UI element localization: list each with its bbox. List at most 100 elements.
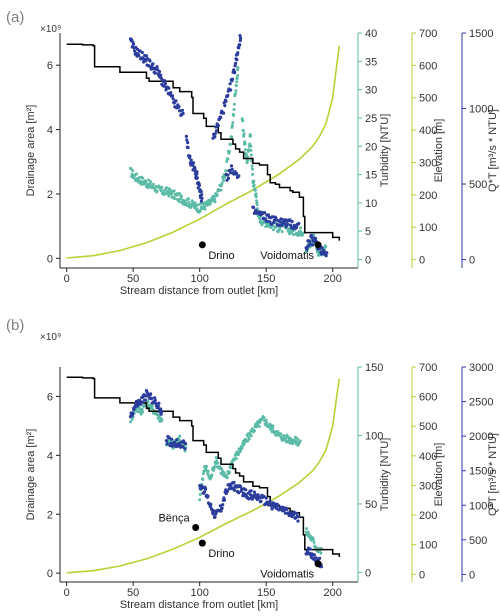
elevation-line bbox=[66, 45, 341, 259]
qt-point bbox=[170, 437, 174, 441]
turbidity-point bbox=[178, 434, 182, 438]
x-tick-label: 50 bbox=[127, 273, 139, 285]
turbidity-point bbox=[160, 185, 164, 189]
qt-tick-label: 1000 bbox=[469, 104, 493, 116]
turbidity-point bbox=[243, 148, 247, 152]
qt-point bbox=[150, 65, 154, 69]
qt-point bbox=[224, 99, 228, 103]
turbidity-point bbox=[228, 150, 231, 154]
qt-point bbox=[138, 49, 142, 53]
qt-point bbox=[308, 239, 312, 243]
elevation-tick-label: 200 bbox=[419, 190, 437, 202]
qt-point bbox=[172, 440, 177, 444]
qt-point bbox=[213, 132, 217, 136]
qt-point bbox=[308, 547, 312, 551]
turbidity-point bbox=[249, 148, 253, 152]
x-tick-label: 50 bbox=[127, 587, 139, 599]
turbidity-point bbox=[230, 124, 234, 127]
qt-point bbox=[171, 97, 175, 101]
qt-point bbox=[153, 398, 157, 402]
turbidity-point bbox=[312, 537, 315, 541]
turbidity-point bbox=[165, 186, 169, 190]
qt-point bbox=[149, 67, 153, 71]
qt-point bbox=[144, 54, 149, 58]
turbidity-point bbox=[172, 189, 176, 193]
x-tick-label: 150 bbox=[257, 273, 275, 285]
turbidity-point bbox=[213, 200, 217, 204]
qt-point bbox=[225, 489, 230, 493]
qt-point bbox=[140, 400, 144, 404]
turbidity-point bbox=[156, 416, 160, 420]
qt-point bbox=[235, 171, 239, 176]
qt-point bbox=[184, 134, 188, 138]
turbidity-point bbox=[305, 527, 309, 531]
qt-point bbox=[155, 65, 159, 69]
turbidity-point bbox=[306, 530, 310, 534]
turbidity-point bbox=[271, 424, 275, 428]
turbidity-tick-label: 0 bbox=[365, 255, 371, 267]
turbidity-point bbox=[213, 197, 217, 201]
turbidity-point bbox=[242, 134, 246, 138]
qt-point bbox=[226, 93, 230, 97]
qt-point bbox=[150, 396, 154, 400]
turbidity-point bbox=[255, 425, 259, 429]
turbidity-point bbox=[312, 233, 316, 237]
turbidity-point bbox=[236, 74, 240, 78]
qt-point bbox=[143, 398, 147, 402]
qt-point bbox=[186, 146, 190, 150]
qt-point bbox=[320, 246, 324, 250]
panel-b: (b) ×10⁹ 0 2 4 6 Drainage area [m²] 0 50 100 150 20… bbox=[6, 317, 499, 611]
qt-point bbox=[193, 166, 197, 171]
qt-point bbox=[237, 46, 241, 50]
elevation-tick-label: 100 bbox=[419, 540, 437, 552]
elevation-tick-label: 0 bbox=[419, 255, 425, 267]
turbidity-point bbox=[147, 178, 151, 182]
turbidity-point bbox=[236, 66, 240, 70]
turbidity-tick-label: 25 bbox=[365, 113, 377, 125]
qt-point bbox=[233, 71, 237, 75]
elevation-tick-label: 0 bbox=[419, 569, 425, 581]
turbidity-point bbox=[195, 207, 199, 211]
qt-point bbox=[285, 507, 289, 511]
qt-point bbox=[159, 73, 163, 77]
turbidity-tick-label: 10 bbox=[365, 198, 377, 210]
turbidity-point bbox=[141, 410, 145, 414]
turbidity-point bbox=[305, 249, 309, 253]
turbidity-point bbox=[290, 438, 294, 442]
qt-point bbox=[149, 392, 153, 396]
qt-point bbox=[291, 513, 296, 517]
turbidity-point bbox=[215, 193, 219, 197]
turbidity-point bbox=[222, 179, 226, 183]
turbidity-tick-label: 40 bbox=[365, 28, 377, 40]
turbidity-point bbox=[220, 467, 223, 471]
elevation-tick-label: 200 bbox=[419, 510, 437, 522]
turbidity-point bbox=[255, 203, 259, 207]
qt-point bbox=[200, 196, 204, 200]
turbidity-point bbox=[210, 473, 214, 477]
turbidity-point bbox=[144, 180, 148, 184]
qt-tick-label: 1000 bbox=[469, 500, 493, 512]
turbidity-point bbox=[234, 83, 238, 87]
turbidity-point bbox=[168, 188, 172, 192]
qt-point bbox=[137, 54, 141, 58]
turbidity-point bbox=[220, 184, 223, 188]
turbidity-point bbox=[196, 203, 200, 207]
turbidity-point bbox=[246, 439, 250, 443]
elevation-tick-label: 500 bbox=[419, 93, 437, 105]
qt-point bbox=[270, 507, 274, 511]
turbidity-point bbox=[265, 421, 269, 425]
qt-point bbox=[181, 111, 185, 116]
turbidity-point bbox=[234, 92, 238, 96]
qt-point bbox=[314, 556, 318, 560]
turbidity-point bbox=[224, 169, 228, 173]
turbidity-point bbox=[201, 472, 205, 476]
qt-point bbox=[216, 124, 220, 128]
turbidity-point bbox=[254, 195, 258, 199]
turbidity-point bbox=[134, 172, 138, 176]
qt-point bbox=[280, 223, 284, 228]
qt-axis-label: Q*T [m³/s * NTU] bbox=[487, 109, 499, 192]
qt-point bbox=[223, 104, 227, 108]
turbidity-point bbox=[157, 414, 161, 418]
